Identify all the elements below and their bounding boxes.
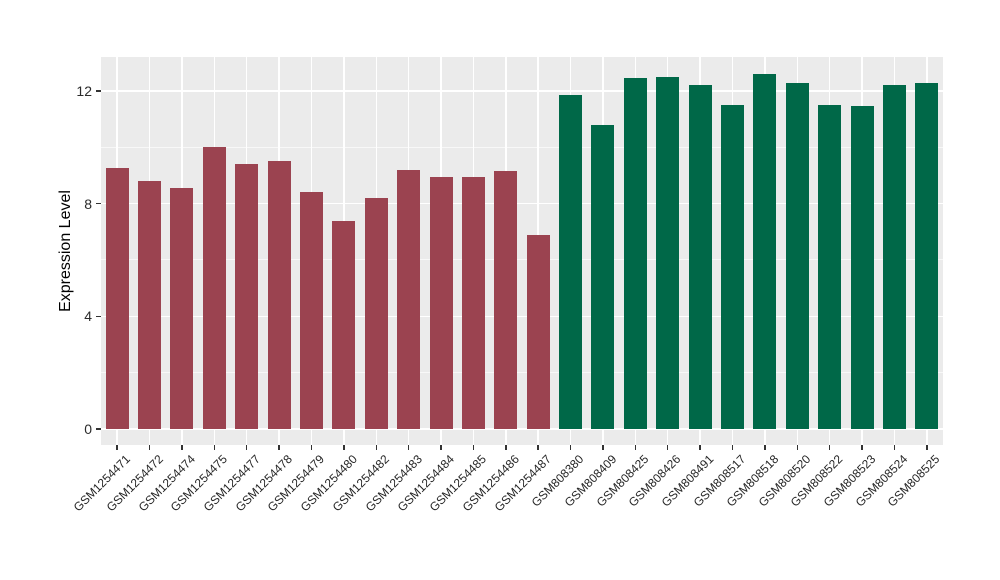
bar-GSM808409 [591,124,615,429]
x-tick-mark [634,445,637,450]
x-tick-mark [343,445,345,450]
x-tick-mark [861,445,863,450]
x-tick-mark [602,445,604,450]
bar-GSM1254477 [235,164,259,429]
x-tick-mark [440,445,442,450]
bar-GSM1254475 [202,147,226,429]
bar-GSM1254482 [364,198,388,429]
bar-GSM808525 [915,82,939,429]
x-tick-mark [148,445,151,450]
y-tick-mark [96,315,101,318]
horizontal-major-gridline [101,90,943,92]
x-tick-mark [472,445,475,450]
x-tick-mark [537,445,539,450]
x-tick-mark [278,445,280,450]
bar-GSM808524 [882,85,906,429]
bar-GSM1254486 [494,171,518,429]
x-tick-mark [407,445,410,450]
horizontal-minor-gridline [101,259,943,261]
x-tick-mark [764,445,766,450]
bar-GSM1254484 [429,176,453,429]
plot-panel [101,57,943,445]
bar-GSM808520 [785,82,809,429]
horizontal-minor-gridline [101,146,943,148]
x-tick-mark [181,445,183,450]
x-tick-mark [375,445,378,450]
x-tick-mark [666,445,669,450]
horizontal-major-gridline [101,428,943,430]
bar-GSM1254483 [397,169,421,429]
bar-GSM1254478 [267,161,291,429]
x-tick-mark [310,445,313,450]
horizontal-major-gridline [101,315,943,318]
x-tick-mark [116,445,118,450]
bar-GSM1254472 [138,181,162,429]
x-tick-mark [731,445,734,450]
y-tick-label: 4 [84,308,92,325]
y-tick-mark [96,90,101,92]
bar-GSM1254471 [105,168,129,429]
horizontal-major-gridline [101,202,943,205]
horizontal-minor-gridline [101,372,943,374]
x-tick-mark [796,445,799,450]
bar-GSM808380 [559,95,583,429]
bar-GSM808518 [753,74,777,429]
y-tick-mark [96,428,101,430]
bar-GSM808523 [850,106,874,429]
y-tick-label: 12 [76,82,92,99]
y-tick-label: 0 [84,421,92,437]
x-tick-mark [699,445,701,450]
bar-GSM1254479 [300,192,323,429]
x-tick-mark [245,445,248,450]
bar-GSM808491 [688,85,712,429]
y-tick-label: 8 [84,195,92,212]
x-tick-mark [213,445,216,450]
bar-GSM808517 [721,105,744,429]
x-tick-mark [505,445,507,450]
bar-GSM1254474 [170,188,194,429]
x-tick-mark [569,445,572,450]
x-tick-mark [893,445,896,450]
bar-GSM1254480 [332,220,356,429]
bar-GSM808426 [656,76,680,429]
bar-GSM1254487 [526,234,550,429]
y-tick-mark [96,202,101,205]
x-tick-mark [828,445,831,450]
bar-GSM808522 [818,105,842,429]
bar-GSM1254485 [461,176,485,429]
bar-GSM808425 [623,78,647,429]
x-tick-mark [926,445,928,450]
